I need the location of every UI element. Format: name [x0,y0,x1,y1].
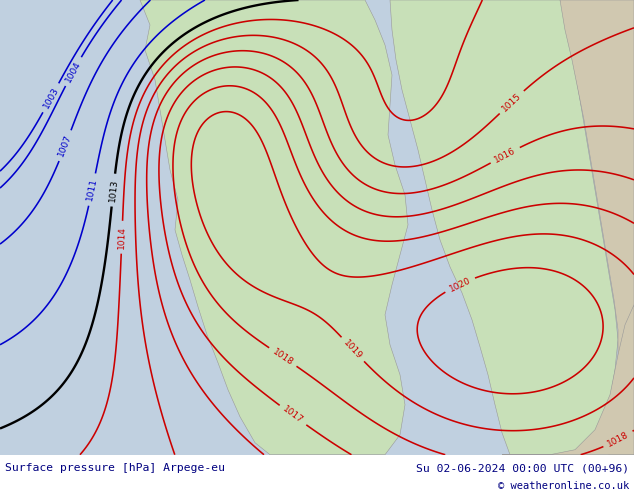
Text: 1014: 1014 [117,225,127,249]
Text: © weatheronline.co.uk: © weatheronline.co.uk [498,481,629,490]
Text: 1013: 1013 [108,178,119,202]
Text: 1011: 1011 [86,177,99,202]
Text: 1020: 1020 [448,275,472,294]
Text: 1016: 1016 [493,146,517,165]
Polygon shape [560,0,634,455]
Text: 1004: 1004 [64,59,82,84]
Text: 1018: 1018 [271,347,295,367]
Polygon shape [502,305,634,455]
Polygon shape [140,0,408,455]
Text: 1015: 1015 [500,91,523,113]
Text: Surface pressure [hPa] Arpege-eu: Surface pressure [hPa] Arpege-eu [5,463,225,473]
Text: 1019: 1019 [342,338,364,361]
Text: 1003: 1003 [41,86,60,110]
Text: 1017: 1017 [281,405,305,426]
Text: 1018: 1018 [606,430,631,449]
Polygon shape [0,0,634,455]
Text: Su 02-06-2024 00:00 UTC (00+96): Su 02-06-2024 00:00 UTC (00+96) [416,463,629,473]
Text: 1007: 1007 [57,133,74,158]
Polygon shape [390,0,618,455]
